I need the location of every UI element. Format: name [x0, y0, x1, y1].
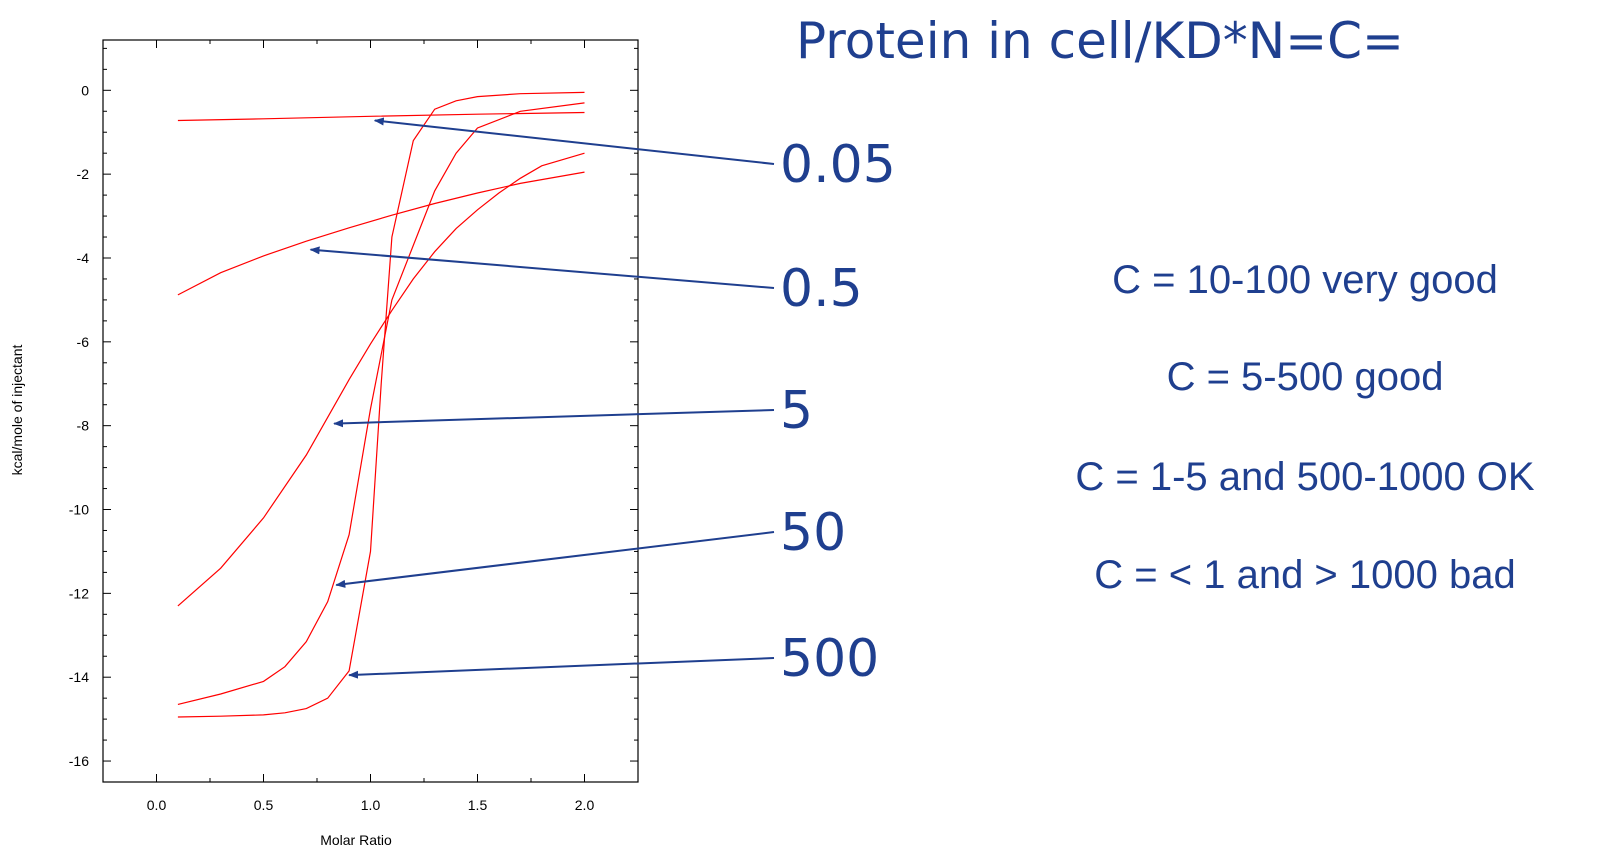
- y-tick-label: -16: [69, 753, 89, 769]
- series-line-0.5: [177, 171, 585, 296]
- y-tick-label: -12: [69, 585, 89, 601]
- annotation-label-0.05: 0.05: [780, 135, 896, 195]
- series-line-50: [177, 102, 585, 705]
- annotation-arrow-0.5: [309, 246, 775, 289]
- series-line-5: [177, 152, 585, 607]
- x-tick-label: 0.0: [147, 797, 167, 813]
- y-axis-title: kcal/mole of injectant: [9, 345, 25, 476]
- y-tick-label: -8: [77, 418, 90, 434]
- y-tick-label: -2: [77, 166, 90, 182]
- series-line-0.05: [177, 111, 585, 122]
- x-axis-title: Molar Ratio: [320, 832, 392, 848]
- x-tick-label: 2.0: [575, 797, 595, 813]
- guideline-good: C = 5-500 good: [1166, 355, 1444, 399]
- y-tick-label: -6: [77, 334, 90, 350]
- guideline-bad: C = < 1 and > 1000 bad: [1094, 553, 1516, 597]
- guideline-very-good: C = 10-100 very good: [1112, 258, 1498, 302]
- x-tick-label: 1.0: [361, 797, 381, 813]
- annotation-label-0.5: 0.5: [780, 259, 863, 319]
- axis-ticks: [103, 40, 638, 782]
- y-tick-label: -10: [69, 502, 89, 518]
- x-tick-label: 1.5: [468, 797, 488, 813]
- annotation-label-5: 5: [780, 381, 813, 441]
- series-line-500: [177, 91, 585, 718]
- titration-curves: [177, 91, 585, 718]
- heading: Protein in cell/KD*N=C=: [796, 12, 1404, 70]
- annotation-label-50: 50: [780, 503, 846, 563]
- y-tick-label: -4: [77, 250, 90, 266]
- annotation-arrow-5: [333, 409, 775, 428]
- annotation-arrows: [309, 117, 775, 679]
- y-tick-label: 0: [81, 82, 89, 98]
- y-tick-label: -14: [69, 669, 89, 685]
- axis-tick-labels: 0.0 0.5 1.0 1.5 2.0 0 -2 -4 -6 -8 -10 -12 -14 -16: [69, 82, 595, 813]
- annotation-arrow-500: [348, 657, 775, 679]
- annotation-labels: 0.05 0.5 5 50 500: [780, 135, 896, 689]
- x-tick-label: 0.5: [254, 797, 274, 813]
- annotation-arrow-50: [335, 531, 775, 588]
- guideline-ok: C = 1-5 and 500-1000 OK: [1075, 455, 1535, 499]
- annotation-arrow-0.05: [373, 117, 775, 165]
- annotation-label-500: 500: [780, 629, 879, 689]
